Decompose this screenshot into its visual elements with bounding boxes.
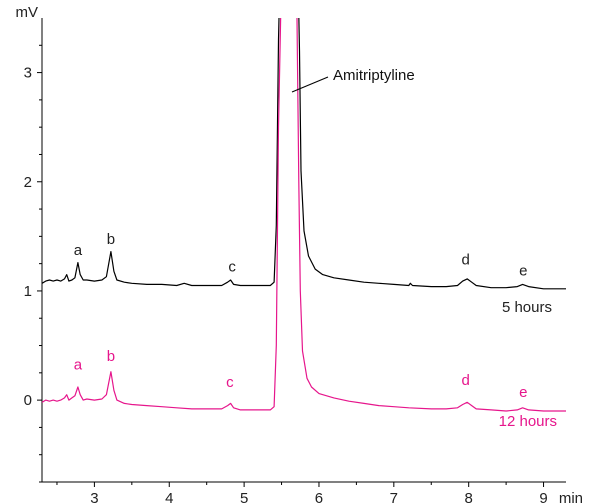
x-tick-label: 7: [390, 490, 398, 504]
peak-label-c: c: [226, 374, 234, 391]
x-axis-label: min: [559, 490, 583, 504]
axes: 0 1 2 3 3 4 5 6 7 8 9 mV min: [16, 4, 584, 504]
peak-label-d: d: [462, 252, 470, 269]
peak-label-b: b: [107, 231, 115, 248]
y-tick-label: 1: [24, 283, 32, 300]
trace-5-hours: [42, 18, 566, 290]
traces: [42, 18, 566, 412]
series-label-5-hours: 5 hours: [502, 299, 552, 316]
peak-label-a: a: [74, 357, 83, 374]
series-label-12-hours: 12 hours: [499, 413, 557, 430]
x-tick-label: 4: [165, 490, 173, 504]
trace-12-hours: [42, 18, 566, 412]
x-tick-label: 6: [315, 490, 323, 504]
x-tick-label: 8: [465, 490, 473, 504]
x-tick-label: 3: [90, 490, 98, 504]
y-tick-label: 3: [24, 65, 32, 82]
annotation-leader-line: [291, 76, 329, 93]
y-axis-label: mV: [16, 4, 39, 21]
peak-label-e: e: [519, 263, 527, 280]
peak-label-c: c: [228, 258, 236, 275]
peak-label-b: b: [107, 348, 115, 365]
y-tick-label: 2: [24, 174, 32, 191]
peak-label-d: d: [462, 372, 470, 389]
annotation-amitriptyline: Amitriptyline: [333, 67, 415, 84]
labels: a b c d e a b c d e 5 hours 12 hours Amitriptyline: [74, 67, 557, 430]
x-tick-label: 9: [539, 490, 547, 504]
x-tick-label: 5: [240, 490, 248, 504]
peak-label-e: e: [519, 384, 527, 401]
peak-label-a: a: [74, 242, 83, 259]
y-tick-label: 0: [24, 392, 32, 409]
